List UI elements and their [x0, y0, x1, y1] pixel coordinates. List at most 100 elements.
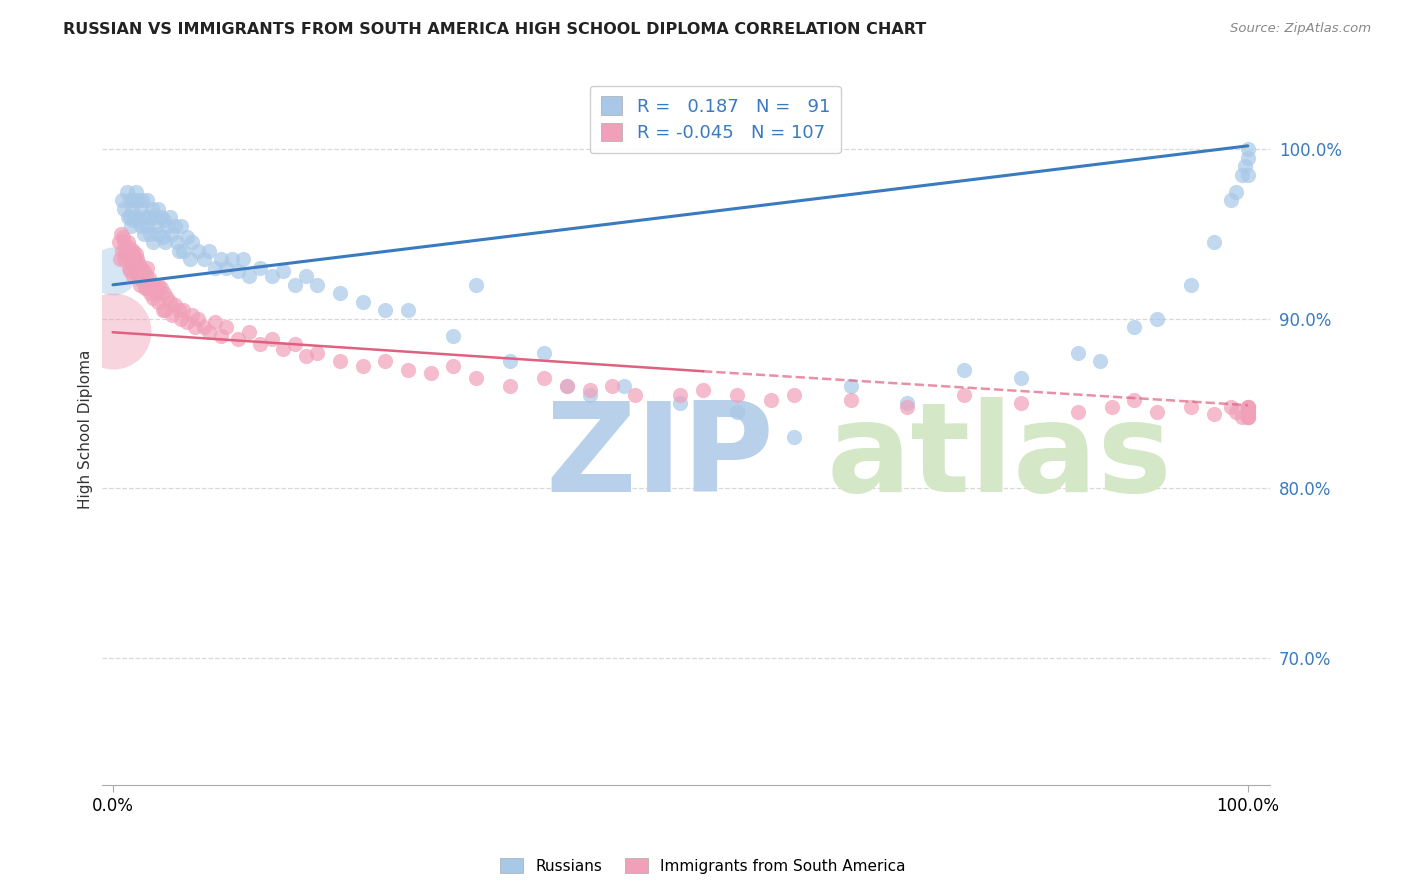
Point: [839, 392, 862, 407]
Point: [101, 264, 124, 278]
Point: [725, 405, 748, 419]
Point: [1230, 168, 1253, 182]
Point: [112, 235, 135, 250]
Point: [115, 247, 138, 261]
Point: [533, 345, 555, 359]
Point: [142, 235, 165, 250]
Point: [232, 252, 254, 267]
Point: [1202, 407, 1225, 421]
Point: [1010, 371, 1032, 385]
Point: [578, 388, 600, 402]
Point: [953, 362, 976, 376]
Point: [1123, 320, 1146, 334]
Point: [121, 202, 143, 216]
Point: [1236, 405, 1258, 419]
Point: [1101, 400, 1123, 414]
Point: [124, 247, 146, 261]
Point: [118, 264, 141, 278]
Point: [179, 252, 201, 267]
Point: [138, 271, 160, 285]
Point: [555, 379, 578, 393]
Point: [396, 362, 419, 376]
Point: [1066, 405, 1088, 419]
Point: [183, 320, 205, 334]
Point: [896, 396, 918, 410]
Point: [142, 277, 165, 292]
Legend: Russians, Immigrants from South America: Russians, Immigrants from South America: [494, 852, 912, 880]
Point: [148, 202, 170, 216]
Point: [374, 354, 396, 368]
Point: [131, 193, 153, 207]
Point: [181, 235, 204, 250]
Point: [127, 213, 149, 227]
Point: [953, 388, 976, 402]
Point: [499, 354, 522, 368]
Point: [1236, 168, 1258, 182]
Point: [1236, 142, 1258, 156]
Point: [145, 286, 167, 301]
Point: [166, 235, 188, 250]
Point: [896, 400, 918, 414]
Point: [187, 244, 209, 258]
Point: [283, 277, 305, 292]
Point: [555, 379, 578, 393]
Point: [204, 260, 226, 275]
Point: [1236, 400, 1258, 414]
Point: [271, 342, 294, 356]
Point: [260, 269, 283, 284]
Point: [153, 286, 176, 301]
Point: [204, 315, 226, 329]
Point: [136, 281, 159, 295]
Point: [115, 185, 138, 199]
Point: [135, 269, 157, 284]
Point: [193, 252, 215, 267]
Point: [156, 292, 179, 306]
Point: [1236, 400, 1258, 414]
Point: [613, 379, 636, 393]
Point: [136, 193, 159, 207]
Text: ZIP: ZIP: [546, 397, 775, 518]
Point: [132, 227, 155, 241]
Point: [122, 244, 145, 258]
Point: [142, 292, 165, 306]
Point: [127, 193, 149, 207]
Point: [131, 202, 153, 216]
Point: [111, 193, 134, 207]
Point: [1230, 409, 1253, 424]
Point: [329, 286, 352, 301]
Point: [122, 213, 145, 227]
Point: [193, 320, 215, 334]
Point: [238, 325, 260, 339]
Point: [101, 324, 124, 338]
Point: [271, 264, 294, 278]
Point: [1225, 405, 1247, 419]
Point: [260, 332, 283, 346]
Point: [118, 193, 141, 207]
Point: [160, 309, 183, 323]
Point: [783, 430, 806, 444]
Point: [1236, 409, 1258, 424]
Point: [238, 269, 260, 284]
Point: [352, 294, 374, 309]
Point: [1066, 345, 1088, 359]
Point: [1236, 405, 1258, 419]
Point: [118, 210, 141, 224]
Point: [131, 260, 153, 275]
Point: [1234, 159, 1257, 173]
Point: [1146, 405, 1168, 419]
Point: [136, 260, 159, 275]
Point: [441, 359, 464, 373]
Point: [600, 379, 623, 393]
Point: [149, 210, 172, 224]
Point: [1202, 235, 1225, 250]
Point: [153, 213, 176, 227]
Point: [307, 277, 329, 292]
Point: [134, 281, 156, 295]
Point: [160, 227, 183, 241]
Point: [136, 219, 159, 233]
Point: [117, 235, 139, 250]
Point: [128, 258, 150, 272]
Point: [1219, 193, 1241, 207]
Point: [465, 277, 488, 292]
Point: [156, 219, 179, 233]
